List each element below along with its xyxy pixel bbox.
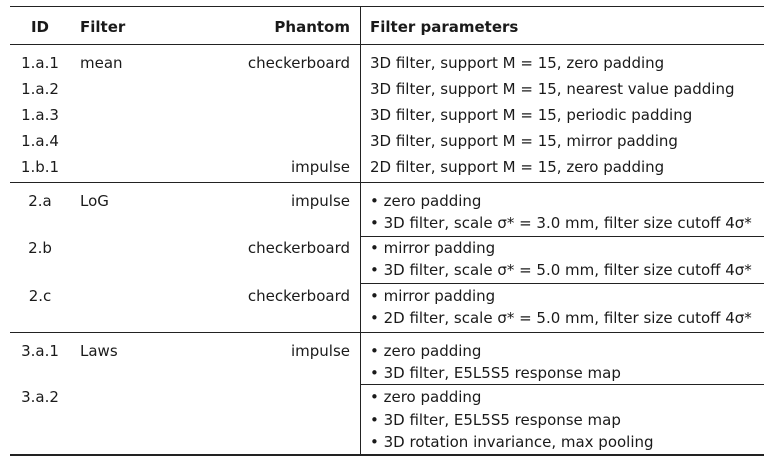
table-row-id: 1.a.3 (21, 106, 59, 124)
params-divider (360, 6, 361, 455)
table-row-id: 2.b (28, 239, 52, 257)
table-row-param: • 3D filter, scale σ* = 5.0 mm, filter s… (370, 261, 752, 279)
table-row-id: 2.c (28, 287, 52, 305)
table-row-id: 1.b.1 (20, 158, 60, 176)
row-2b-rule (360, 283, 764, 284)
table-row-id: 1.a.2 (21, 80, 59, 98)
table-row-param: • zero padding (370, 388, 482, 406)
header-phantom: Phantom (274, 18, 350, 36)
table-row-param: • 3D filter, E5L5S5 response map (370, 364, 621, 382)
table-row-param: 3D filter, support M = 15, mirror paddin… (370, 132, 678, 150)
table-row-param: • 3D filter, scale σ* = 3.0 mm, filter s… (370, 214, 752, 232)
table-row-param: • mirror padding (370, 239, 496, 257)
table-row-param: • 2D filter, scale σ* = 5.0 mm, filter s… (370, 309, 752, 327)
table-row-param: • 3D rotation invariance, max pooling (370, 433, 654, 451)
bottom-rule (10, 454, 764, 456)
table-row-phantom: impulse (290, 342, 350, 360)
table-row-param: 2D filter, support M = 15, zero padding (370, 158, 665, 176)
table-row-phantom: impulse (290, 158, 350, 176)
table-row-param: • zero padding (370, 192, 482, 210)
header-params: Filter parameters (370, 18, 519, 36)
table-row-param: • mirror padding (370, 287, 496, 305)
table-row-phantom: checkerboard (247, 239, 350, 257)
table-row-id: 3.a.2 (21, 388, 59, 406)
group1-rule (10, 182, 764, 183)
table-row-param: 3D filter, support M = 15, zero padding (370, 54, 665, 72)
top-rule (10, 6, 764, 7)
table-row-id: 1.a.1 (21, 54, 59, 72)
table-row-id: 2.a (28, 192, 52, 210)
table-row-filter: mean (80, 54, 123, 72)
header-filter: Filter (80, 18, 126, 36)
row-3a1-rule (360, 384, 764, 385)
table-row-phantom: checkerboard (247, 54, 350, 72)
table-row-param: • 3D filter, E5L5S5 response map (370, 411, 621, 429)
table-row-phantom: impulse (290, 192, 350, 210)
filter-table: ID Filter Phantom Filter parameters 1.a.… (10, 6, 764, 456)
header-rule (10, 44, 764, 45)
table-row-phantom: checkerboard (247, 287, 350, 305)
header-id: ID (30, 18, 50, 36)
table-row-param: 3D filter, support M = 15, nearest value… (370, 80, 735, 98)
group2-rule (10, 332, 764, 333)
row-2a-rule (360, 236, 764, 237)
table-row-filter: Laws (80, 342, 118, 360)
table-row-param: 3D filter, support M = 15, periodic padd… (370, 106, 693, 124)
table-row-id: 1.a.4 (21, 132, 59, 150)
table-row-filter: LoG (80, 192, 109, 210)
table-row-id: 3.a.1 (21, 342, 59, 360)
table-row-param: • zero padding (370, 342, 482, 360)
